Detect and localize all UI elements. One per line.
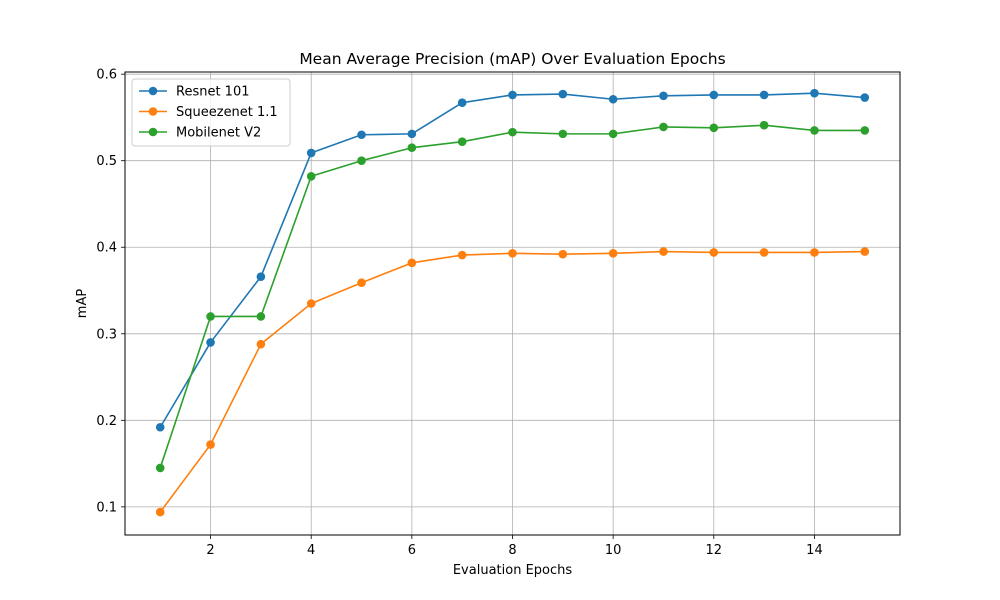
data-point xyxy=(709,90,719,100)
data-point xyxy=(860,247,870,256)
y-tick-label: 0.5 xyxy=(96,154,117,169)
data-point xyxy=(155,422,165,432)
y-tick-label: 0.2 xyxy=(96,414,117,429)
data-point xyxy=(558,249,568,259)
y-axis-label: mAP xyxy=(75,289,90,319)
data-point xyxy=(659,122,668,132)
data-point xyxy=(256,312,266,321)
legend-marker xyxy=(148,86,158,96)
data-point xyxy=(407,143,417,153)
legend-label: Mobilenet V2 xyxy=(176,126,261,141)
data-point xyxy=(256,272,266,281)
x-tick-label: 14 xyxy=(806,543,823,558)
x-tick-label: 2 xyxy=(206,543,214,558)
x-tick-label: 6 xyxy=(408,543,416,558)
legend-box xyxy=(131,78,291,147)
data-point xyxy=(508,249,517,258)
x-tick-label: 12 xyxy=(706,543,723,558)
data-point xyxy=(206,338,215,347)
data-point xyxy=(508,127,517,137)
data-point xyxy=(810,126,819,135)
legend-entry: Resnet 101 xyxy=(139,85,250,100)
data-point xyxy=(558,89,568,99)
y-tick-label: 0.6 xyxy=(96,68,117,83)
data-point xyxy=(860,126,870,135)
data-point xyxy=(155,507,165,517)
y-tick-label: 0.4 xyxy=(96,241,117,256)
data-point xyxy=(407,129,417,139)
series-resnet-101 xyxy=(155,88,870,432)
data-point xyxy=(457,250,467,260)
legend-entry: Squeezenet 1.1 xyxy=(139,105,278,120)
data-point xyxy=(759,120,769,130)
y-tick-label: 0.1 xyxy=(96,500,117,515)
data-point xyxy=(457,137,467,146)
data-point xyxy=(357,130,366,140)
data-point xyxy=(256,339,266,349)
x-tick-label: 8 xyxy=(508,543,516,558)
legend-label: Squeezenet 1.1 xyxy=(176,105,278,120)
y-tick-label: 0.3 xyxy=(96,327,117,342)
x-axis-label: Evaluation Epochs xyxy=(453,563,573,578)
series-squeezenet-1-1 xyxy=(155,247,870,517)
chart-title: Mean Average Precision (mAP) Over Evalua… xyxy=(299,50,725,68)
data-point xyxy=(306,299,316,308)
data-point xyxy=(810,88,819,98)
data-point xyxy=(608,94,618,104)
data-point xyxy=(608,129,618,139)
data-point xyxy=(709,248,719,257)
x-tick-label: 10 xyxy=(605,543,622,558)
legend-marker xyxy=(148,127,158,137)
data-point xyxy=(206,312,215,321)
data-series xyxy=(155,88,870,517)
series-mobilenet-v2 xyxy=(155,120,870,473)
data-point xyxy=(759,90,769,100)
data-point xyxy=(709,123,719,133)
legend-marker xyxy=(148,107,158,116)
data-point xyxy=(206,440,215,449)
data-point xyxy=(659,247,668,256)
data-point xyxy=(508,90,517,100)
axis-ticks: 2 4 6 8 10 12 14 0.1 0.2 0.3 0.4 0.5 0.6 xyxy=(96,68,822,558)
data-point xyxy=(860,93,870,102)
data-point xyxy=(457,98,467,108)
data-point xyxy=(155,463,165,473)
data-point xyxy=(357,278,366,288)
data-point xyxy=(306,171,316,181)
data-point xyxy=(306,148,316,158)
legend-label: Resnet 101 xyxy=(176,85,250,100)
data-point xyxy=(407,258,417,268)
data-point xyxy=(357,156,366,166)
x-tick-label: 4 xyxy=(307,543,315,558)
data-point xyxy=(558,129,568,139)
data-point xyxy=(810,248,819,257)
data-point xyxy=(608,249,618,258)
legend-entry: Mobilenet V2 xyxy=(139,126,261,141)
legend: Resnet 101 Squeezenet 1.1 Mobilenet V2 xyxy=(131,78,291,147)
data-point xyxy=(759,248,769,257)
data-point xyxy=(659,91,668,101)
